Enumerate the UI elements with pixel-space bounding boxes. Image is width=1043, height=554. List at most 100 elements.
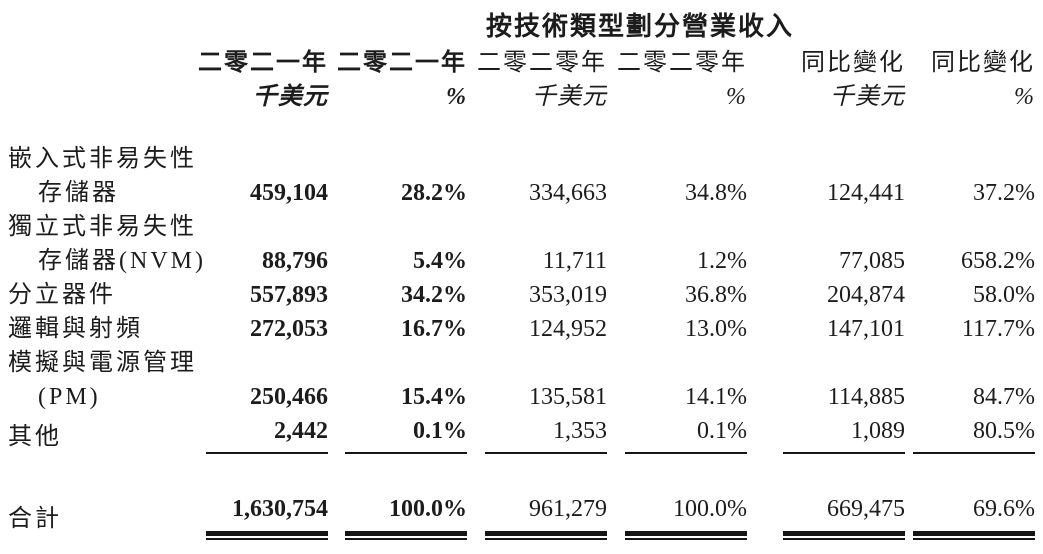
value-cell: 15.4% xyxy=(328,346,467,414)
value-cell: 114,885 xyxy=(747,346,905,414)
row-label-line: 邏輯與射頻 xyxy=(8,316,143,342)
value-cell: 5.4% xyxy=(328,210,467,278)
value-cell: 2,442 xyxy=(190,414,328,454)
value-cell: 1,353 xyxy=(467,414,607,454)
row-label: 邏輯與射頻 xyxy=(8,312,190,346)
header-label-spacer xyxy=(8,80,190,114)
revenue-by-technology-table: 二零二一年 二零二一年 二零二零年 二零二零年 同比變化 同比變化 千美元% 千美元% 千美元%… xyxy=(8,46,1035,540)
value-box: 77,085 xyxy=(839,248,905,274)
value-box: 669,475 xyxy=(783,492,905,540)
value-box: 0.1% xyxy=(625,414,747,454)
value-cell: 0.1% xyxy=(328,414,467,454)
value-box: 28.2% xyxy=(401,180,467,206)
row-label: 獨立式非易失性存儲器(NVM) xyxy=(8,210,206,278)
column-unit-header: 千美元 xyxy=(532,84,607,110)
column-year-header: 同比變化 xyxy=(801,50,905,76)
value-cell: 69.6% xyxy=(905,492,1035,540)
column-unit-header: 千美元 xyxy=(253,84,328,110)
column-year-header: 同比變化 xyxy=(931,50,1035,76)
value-box: 204,874 xyxy=(827,282,905,308)
column-unit-header: % xyxy=(726,84,747,110)
value-box: 0.1% xyxy=(345,414,467,454)
value-box: 80.5% xyxy=(913,414,1035,454)
value-box: 1.2% xyxy=(697,248,747,274)
spacer-cell xyxy=(8,114,1035,142)
value-cell: 100.0% xyxy=(328,492,467,540)
value-cell: 658.2% xyxy=(905,210,1035,278)
value-box: 84.7% xyxy=(973,384,1035,410)
header-row-units: 千美元% 千美元% 千美元% xyxy=(8,80,1035,114)
value-box: 16.7% xyxy=(401,316,467,342)
value-cell: 124,441 xyxy=(747,142,905,210)
table-row: 邏輯與射頻 272,053 16.7% 124,952 13.0% 147,101 117.… xyxy=(8,312,1035,346)
value-cell: 272,053 xyxy=(190,312,328,346)
value-cell: 124,952 xyxy=(467,312,607,346)
value-box: 100.0% xyxy=(625,492,747,540)
value-cell: 117.7% xyxy=(905,312,1035,346)
column-unit-header: 千美元 xyxy=(830,84,905,110)
value-box: 34.2% xyxy=(401,282,467,308)
value-cell: 1,630,754 xyxy=(190,492,328,540)
column-unit-header: % xyxy=(446,84,467,110)
value-box: 5.4% xyxy=(413,248,467,274)
table-body: 二零二一年 二零二一年 二零二零年 二零二零年 同比變化 同比變化 千美元% 千美元% 千美元%… xyxy=(8,46,1035,540)
spacer-row xyxy=(8,454,1035,492)
value-cell: 459,104 xyxy=(190,142,328,210)
row-label-line: 嵌入式非易失性 xyxy=(8,146,197,172)
value-box: 100.0% xyxy=(345,492,467,540)
value-box: 11,711 xyxy=(542,248,607,274)
value-cell: 100.0% xyxy=(607,492,747,540)
total-row-label: 合計 xyxy=(8,492,190,536)
value-cell: 11,711 xyxy=(467,210,607,278)
value-box: 69.6% xyxy=(913,492,1035,540)
value-cell: 204,874 xyxy=(747,278,905,312)
value-box: 658.2% xyxy=(961,248,1035,274)
row-label-line: 模擬與電源管理 xyxy=(8,350,197,376)
value-box: 1,630,754 xyxy=(206,492,328,540)
value-cell: 84.7% xyxy=(905,346,1035,414)
column-year-header: 二零二零年 xyxy=(477,50,607,76)
header-row-years: 二零二一年 二零二一年 二零二零年 二零二零年 同比變化 同比變化 xyxy=(8,46,1035,80)
table-row: 分立器件 557,893 34.2% 353,019 36.8% 204,874 58.0% xyxy=(8,278,1035,312)
total-label-line: 合計 xyxy=(8,506,62,532)
row-label-line: (PM) xyxy=(38,384,101,410)
column-year-header: 二零二一年 xyxy=(337,50,467,76)
table-row: 嵌入式非易失性 存儲器 459,104 28.2% 334,663 34.8% 124,44… xyxy=(8,142,1035,210)
table-title: 按技術類型劃分營業收入 xyxy=(486,12,795,41)
value-cell: 1,089 xyxy=(747,414,905,454)
value-cell: 0.1% xyxy=(607,414,747,454)
value-box: 114,885 xyxy=(827,384,905,410)
value-cell: 14.1% xyxy=(607,346,747,414)
value-cell: 36.8% xyxy=(607,278,747,312)
row-label-line: 存儲器(NVM) xyxy=(38,248,206,274)
value-cell: 80.5% xyxy=(905,414,1035,454)
column-year-header: 二零二一年 xyxy=(198,50,328,76)
column-unit-header: % xyxy=(1014,84,1035,110)
value-cell: 28.2% xyxy=(328,142,467,210)
value-box: 58.0% xyxy=(973,282,1035,308)
value-box: 353,019 xyxy=(529,282,607,308)
value-box: 37.2% xyxy=(973,180,1035,206)
value-cell: 353,019 xyxy=(467,278,607,312)
spacer-cell xyxy=(8,454,1035,492)
row-label-line: 分立器件 xyxy=(8,282,116,308)
value-box: 334,663 xyxy=(529,180,607,206)
value-cell: 16.7% xyxy=(328,312,467,346)
row-label-line: 獨立式非易失性 xyxy=(8,214,197,240)
value-box: 961,279 xyxy=(485,492,607,540)
value-box: 1,353 xyxy=(485,414,607,454)
value-cell: 77,085 xyxy=(747,210,905,278)
value-cell: 88,796 xyxy=(190,210,328,278)
column-year-header: 二零二零年 xyxy=(617,50,747,76)
value-cell: 37.2% xyxy=(905,142,1035,210)
value-box: 557,893 xyxy=(250,282,328,308)
value-box: 34.8% xyxy=(685,180,747,206)
spacer-row xyxy=(8,114,1035,142)
value-box: 15.4% xyxy=(401,384,467,410)
value-cell: 250,466 xyxy=(190,346,328,414)
value-box: 117.7% xyxy=(961,316,1035,342)
value-cell: 58.0% xyxy=(905,278,1035,312)
value-cell: 557,893 xyxy=(190,278,328,312)
value-box: 88,796 xyxy=(262,248,328,274)
value-box: 135,581 xyxy=(529,384,607,410)
